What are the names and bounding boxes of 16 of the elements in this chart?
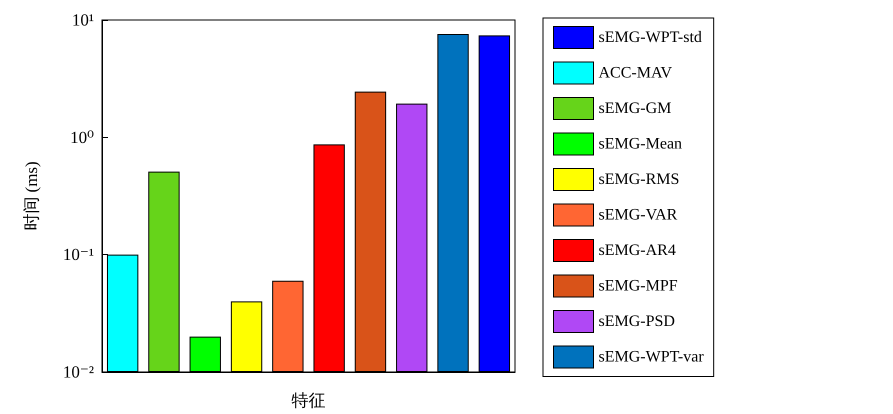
legend-label: sEMG-PSD bbox=[598, 313, 675, 330]
legend-label: sEMG-RMS bbox=[598, 171, 680, 188]
y-tick-label: 10¹ bbox=[72, 10, 94, 30]
y-tick-label: 10⁻² bbox=[62, 362, 94, 382]
legend-label: sEMG-Mean bbox=[598, 136, 682, 152]
y-axis-title: 时间 (ms) bbox=[22, 161, 41, 231]
legend-label: sEMG-GM bbox=[598, 100, 672, 117]
x-axis-title: 特征 bbox=[292, 391, 326, 410]
legend-label: ACC-MAV bbox=[598, 64, 672, 82]
legend-label: sEMG-WPT-std bbox=[598, 29, 702, 46]
legend-label: sEMG-WPT-var bbox=[598, 348, 704, 366]
legend-label: sEMG-MPF bbox=[598, 278, 678, 294]
y-tick-label: 10⁰ bbox=[70, 128, 94, 147]
legend-label: sEMG-VAR bbox=[598, 206, 678, 224]
legend-label: sEMG-AR4 bbox=[598, 242, 676, 259]
y-tick-label: 10⁻¹ bbox=[62, 245, 94, 264]
